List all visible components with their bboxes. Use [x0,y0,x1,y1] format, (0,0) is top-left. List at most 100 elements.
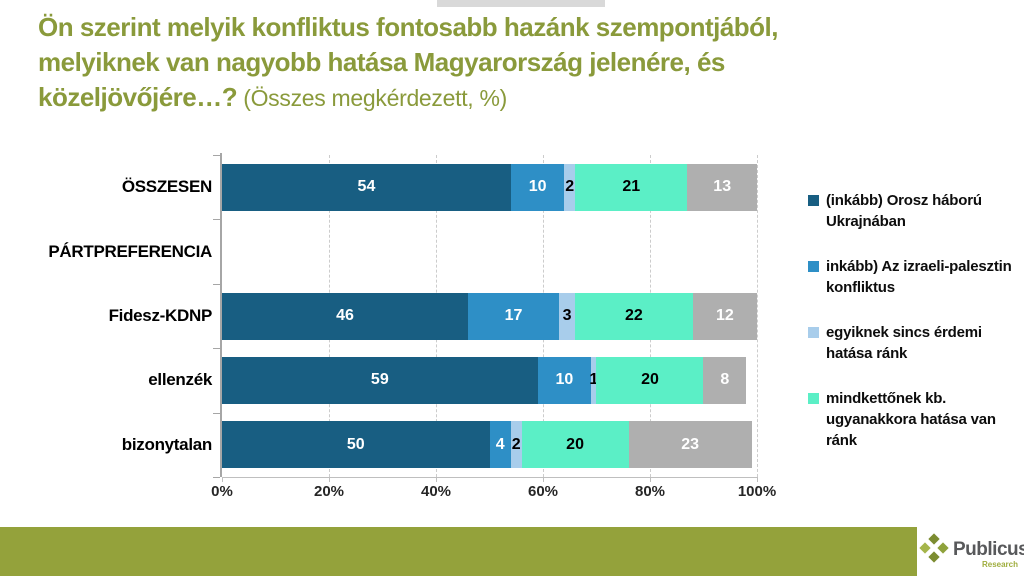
legend-swatch-icon [808,327,819,338]
chart-band: 46 17 3 22 12 [222,284,757,348]
legend-item: mindkettőnek kb. ugyanakkora hatása van … [808,388,1014,451]
bar-segment: 2 [564,163,576,211]
y-axis-tick [213,283,220,285]
bar-value-label: 23 [681,435,699,453]
bar-value-label: 17 [504,307,523,325]
y-axis-tick [213,155,220,156]
x-axis-tick [757,477,758,482]
bar-value-label: 59 [370,371,389,389]
x-axis-tick-label: 40% [420,483,452,500]
chart-band: 54 10 2 21 13 [222,155,757,219]
legend-item: egyiknek sincs érdemi hatása ránk [808,322,1014,364]
title-line-2: melyiknek van nagyobb hatása Magyarorszá… [38,47,725,77]
bar-value-label: 22 [625,307,643,325]
bar-segment: 59 [222,356,538,404]
stacked-bar: 59 10 1 20 8 [222,356,757,404]
bar-segment: 10 [537,356,592,404]
brand-subname: Research [981,560,1018,569]
x-axis-tick [222,477,223,482]
chart-band: 59 10 1 20 8 [222,348,757,412]
y-axis-line [220,153,222,477]
logo-diamond-icon [919,542,931,554]
top-decorative-strip [437,0,605,7]
bar-segment: 22 [575,292,693,340]
bar-value-label: 2 [511,435,521,453]
bar-value-label: 21 [622,178,641,196]
y-axis-tick [213,412,220,414]
bar-segment: 12 [692,292,757,340]
legend-label: mindkettőnek kb. ugyanakkora hatása van … [826,390,996,449]
bar-value-label: 1 [589,371,599,389]
bar-segment: 3 [559,292,576,340]
x-axis-tick [436,477,437,482]
bar-value-label: 20 [566,435,584,453]
y-axis-tick [213,219,220,221]
legend-label: egyiknek sincs érdemi hatása ránk [826,324,982,362]
bar-chart: 54 10 2 21 13 46 17 3 22 12 59 10 1 20 8 50 4 2 20 23 [222,155,757,477]
bar-value-label: 13 [713,178,732,196]
bar-value-label: 46 [336,307,354,325]
stacked-bar: 46 17 3 22 12 [222,292,757,340]
title-line-1: Ön szerint melyik konfliktus fontosabb h… [38,12,779,42]
stacked-bar: 54 10 2 21 13 [222,163,757,211]
x-axis-tick [329,477,330,482]
x-axis-tick-label: 20% [313,483,345,500]
legend-swatch-icon [808,261,819,272]
legend-label: (inkább) Orosz háború Ukrajnában [826,192,982,230]
publicus-logo: Publicus Research [917,527,1024,576]
bottom-band [0,527,917,576]
x-axis-tick-label: 60% [527,483,559,500]
category-label: ÖSSZESEN [121,177,212,197]
gridline [757,155,758,477]
bar-segment: 21 [575,163,688,211]
category-label: PÁRTPREFERENCIA [48,241,212,261]
x-axis-tick-label: 100% [737,483,777,500]
bar-segment: 23 [628,421,752,469]
chart-band: 50 4 2 20 23 [222,413,757,477]
x-axis-tick [543,477,544,482]
x-axis-tick-label: 80% [634,483,666,500]
legend-swatch-icon [808,195,819,206]
bar-segment: 1 [589,356,599,404]
category-label: bizonytalan [121,434,213,454]
legend-label: inkább) Az izraeli-palesztin konfliktus [826,258,1012,296]
chart-band [222,219,757,283]
bar-segment: 20 [596,356,704,404]
bar-segment: 2 [510,421,522,469]
bar-value-label: 10 [528,178,547,196]
bar-segment: 46 [222,292,469,340]
bar-value-label: 50 [346,435,365,453]
bar-segment: 8 [703,356,747,404]
bar-segment: 54 [222,163,511,211]
category-label: ellenzék [148,370,212,390]
title-line-3: közeljövőjére…? (Összes megkérdezett, %) [38,80,988,116]
x-axis-line [222,477,758,478]
bar-value-label: 10 [555,371,574,389]
legend-swatch-icon [808,393,819,404]
bar-value-label: 12 [715,307,734,325]
legend-item: inkább) Az izraeli-palesztin konfliktus [808,256,1014,298]
bar-segment: 4 [489,421,511,469]
legend-item: (inkább) Orosz háború Ukrajnában [808,190,1014,232]
x-axis-tick [650,477,651,482]
bar-value-label: 8 [720,371,730,389]
bar-segment: 17 [468,292,560,340]
x-axis-tick-label: 0% [211,483,233,500]
bar-segment: 10 [510,163,565,211]
brand-name: Publicus [953,539,1024,560]
bar-value-label: 54 [357,178,376,196]
y-axis-tick [213,477,220,478]
logo-diamond-icon [937,542,949,554]
logo-diamond-icon [928,533,940,545]
bar-value-label: 4 [495,435,505,453]
stacked-bar: 50 4 2 20 23 [222,421,757,469]
y-axis-tick [213,348,220,350]
bar-value-label: 20 [641,371,659,389]
category-labels: ÖSSZESEN PÁRTPREFERENCIA Fidesz-KDNP ellenz… [20,155,212,477]
title-subtitle: (Összes megkérdezett, %) [237,85,507,111]
category-label: Fidesz-KDNP [108,306,213,326]
title-line-3-bold: közeljövőjére…? [38,82,238,112]
bar-segment: 20 [521,421,629,469]
bar-value-label: 3 [562,307,572,325]
